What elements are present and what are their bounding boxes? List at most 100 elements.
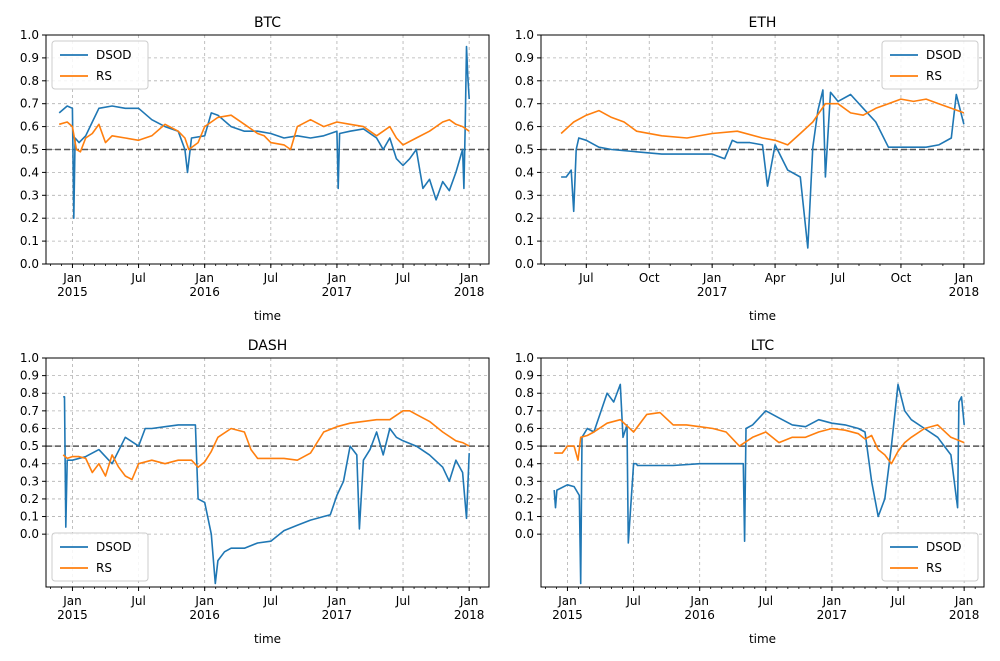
y-tick-label: 0.5 [515,439,534,453]
x-tick-label: Jul [395,271,410,285]
y-tick-label: 0.4 [20,457,39,471]
y-tick-label: 0.8 [20,386,39,400]
y-tick-label: 0.1 [515,510,534,524]
x-tick-label: 2018 [454,285,485,299]
legend-box [881,40,979,90]
y-tick-label: 0.9 [20,369,39,383]
chart-panel-btc: 0.00.10.20.30.40.50.60.70.80.91.0Jan2015… [20,15,490,323]
x-tick-label: Jan [459,594,479,608]
x-tick-label: Jul [130,271,145,285]
x-tick-label: Oct [891,271,912,285]
x-tick-label: 2015 [57,608,88,622]
legend-label-rs: RS [926,69,942,83]
x-tick-label: Jan [557,594,577,608]
x-axis-label: time [254,632,281,646]
x-tick-label: Jul [130,594,145,608]
x-tick-label: 2018 [949,608,980,622]
chart-panel-ltc: 0.00.10.20.30.40.50.60.70.80.91.0Jan2015… [515,338,985,646]
y-tick-label: 1.0 [20,28,39,42]
axes-frame [45,357,490,588]
y-tick-label: 0.3 [20,474,39,488]
x-tick-label: 2016 [189,285,220,299]
y-tick-label: 0.8 [20,74,39,88]
x-tick-label: Jul [758,594,773,608]
x-tick-label: Oct [639,271,660,285]
axes-frame [540,357,985,588]
series-line-rs [58,114,470,153]
legend-box [51,532,149,582]
x-tick-label: Jan [954,594,974,608]
x-axis-label: time [749,309,776,323]
legend-label-dsod: DSOD [926,48,962,62]
y-tick-label: 1.0 [515,351,534,365]
chart-title: DASH [248,338,288,354]
x-tick-label: Jan [954,271,974,285]
y-tick-label: 0.6 [20,421,39,435]
x-tick-label: Jan [822,594,842,608]
y-tick-label: 0.6 [515,421,534,435]
x-axis-label: time [749,632,776,646]
x-tick-label: Jan [62,271,82,285]
series-line-rs [554,411,965,465]
chart-panel-eth: 0.0 0.1 0.2 0.3 0.4 0.5 0.6 0.7 0.8 0.9 1.0 Jul Oct J… [515,15,985,323]
y-tick-label: 0.9 [20,51,39,65]
x-tick-label: 2015 [57,285,88,299]
y-tick-label: 0.9 [515,369,534,383]
y-tick-label: 0.0 [20,527,39,541]
y-tick-label: 0.1 [20,510,39,524]
x-tick-label: 2018 [949,285,980,299]
x-tick-label: 2017 [817,608,848,622]
x-tick-label: Jan [327,594,347,608]
y-tick-label: 0.5 [20,439,39,453]
y-tick-label: 0.8 [515,74,534,88]
y-tick-label: 0.0 [515,527,534,541]
y-tick-label: 0.7 [20,404,39,418]
x-tick-label: Jan [459,271,479,285]
x-tick-label: Jul [578,271,593,285]
chart-title: ETH [749,15,777,31]
x-tick-label: Jan [194,271,214,285]
legend-label-dsod: DSOD [926,540,962,554]
legend: DSOD RS [51,40,149,90]
y-tick-label: 0.8 [515,386,534,400]
series-line-dsod [58,45,470,219]
y-tick-label: 0.2 [515,492,534,506]
series-line-dsod [561,89,965,249]
x-tick-label: Apr [765,271,786,285]
x-tick-label: 2017 [322,608,353,622]
x-tick-label: 2017 [697,285,728,299]
y-tick-label: 0.1 [515,234,534,248]
legend-label-rs: RS [96,69,112,83]
y-tick-label: 0.2 [20,492,39,506]
y-tick-label: 0.3 [515,188,534,202]
legend-label-dsod: DSOD [96,48,132,62]
x-tick-label: 2016 [684,608,715,622]
series-line-dsod [553,383,965,585]
x-tick-label: Jul [263,594,278,608]
y-tick-label: 0.2 [20,211,39,225]
y-tick-label: 0.7 [515,404,534,418]
x-tick-label: Jan [327,271,347,285]
legend: DSOD RS [881,532,979,582]
legend-label-rs: RS [926,561,942,575]
y-tick-label: 0.1 [20,234,39,248]
x-tick-label: Jan [689,594,709,608]
y-tick-label: 0.2 [515,211,534,225]
x-tick-label: 2017 [322,285,353,299]
y-tick-label: 0.9 [515,51,534,65]
y-tick-label: 0.0 [515,257,534,271]
x-tick-label: 2015 [552,608,583,622]
y-tick-label: 0.4 [20,165,39,179]
chart-panel-dash: 0.00.10.20.30.40.50.60.70.80.91.0Jan2015… [20,338,490,646]
legend: DSOD RS [51,532,149,582]
series-line-rs [560,98,965,146]
y-tick-label: 0.3 [20,188,39,202]
legend-label-rs: RS [96,561,112,575]
y-tick-label: 1.0 [515,28,534,42]
y-tick-label: 1.0 [20,351,39,365]
chart-title: BTC [254,15,281,31]
y-tick-label: 0.7 [20,97,39,111]
x-tick-label: Jan [62,594,82,608]
legend: DSOD RS [881,40,979,90]
